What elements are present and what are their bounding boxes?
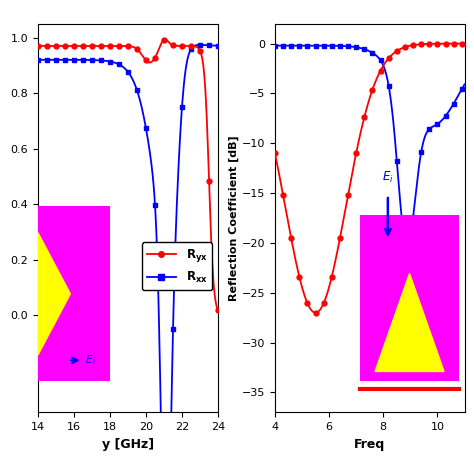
X-axis label: y [GHz]: y [GHz] (102, 438, 154, 451)
Legend: $\mathbf{R_{yx}}$, $\mathbf{R_{xx}}$: $\mathbf{R_{yx}}$, $\mathbf{R_{xx}}$ (142, 242, 212, 290)
Y-axis label: Reflection Coefficient [dB]: Reflection Coefficient [dB] (228, 135, 239, 301)
X-axis label: Freq: Freq (354, 438, 385, 451)
